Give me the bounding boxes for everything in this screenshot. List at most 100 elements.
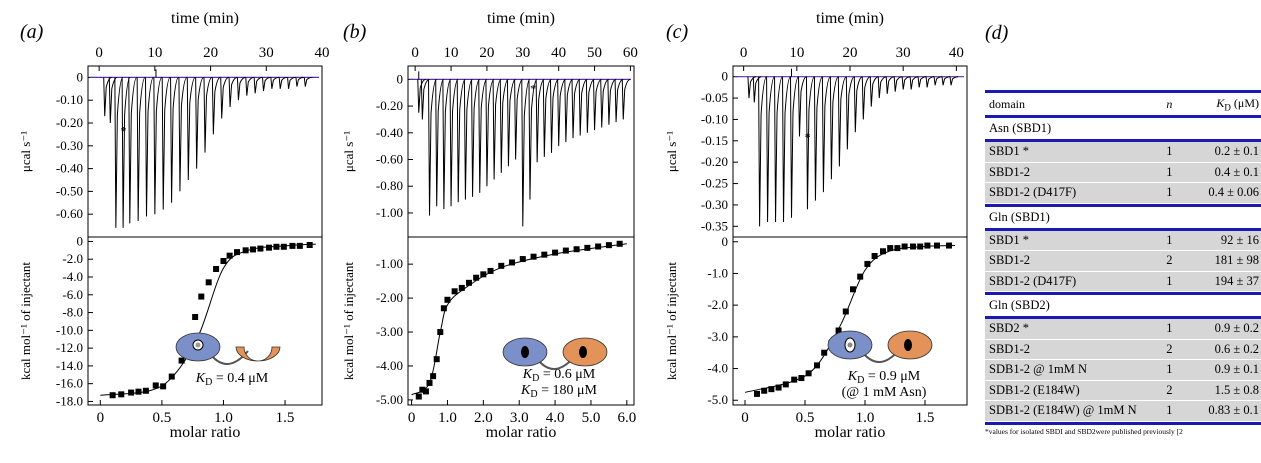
thermogram-peak [103, 76, 112, 117]
thermogram-peak [578, 78, 588, 136]
asterisk-marker: * [121, 123, 127, 137]
panel-label: (c) [666, 21, 689, 43]
table-header-row: domain n KD (μM) [985, 93, 1261, 115]
data-point [480, 271, 487, 278]
cell-n: 1 [1166, 144, 1173, 159]
thermogram-peak [869, 76, 879, 107]
thermogram-peak [128, 76, 138, 224]
asterisk-marker: * [530, 82, 536, 96]
cell-kd: 0.6 ± 0.2 [1214, 341, 1260, 356]
thermogram-peak [449, 78, 459, 207]
asn-bound-binding-cartoon [827, 330, 933, 363]
data-point [266, 244, 273, 251]
bottom-y-tick-label: -14.0 [56, 358, 83, 373]
data-point [775, 384, 782, 391]
data-point [296, 242, 303, 249]
data-point [946, 242, 952, 249]
bottom-y-tick-label: -18.0 [56, 393, 83, 408]
cell-n: 1 [1166, 362, 1173, 377]
thermogram-peak [933, 76, 943, 86]
thermogram-peak [153, 76, 163, 215]
table-row: SDB1-2 @ 1mM N 1 0.9 ± 0.1 [985, 360, 1261, 381]
thermogram-peak [211, 76, 221, 135]
bottom-y-tick-label: -5.00 [376, 392, 403, 407]
table-row: SBD1-2 1 0.4 ± 0.1 [985, 162, 1261, 183]
thermogram-peak [270, 76, 279, 89]
top-y-tick-label: -0.30 [56, 138, 83, 153]
top-y-tick-label: -0.05 [701, 90, 728, 105]
fit-curve [100, 243, 316, 396]
top-tick-label: 10 [147, 45, 162, 61]
data-point [541, 251, 548, 258]
top-y-tick-label: -0.10 [701, 111, 728, 126]
cell-domain: SBD1-2 [989, 164, 1030, 179]
thermogram-peak [593, 78, 602, 131]
x-tick-label: 0 [741, 410, 749, 426]
thermogram-peak [813, 76, 823, 201]
kd-summary-table: domain n KD (μM) Asn (SBD1) SBD1 * 1 0.2 ± … [985, 90, 1261, 436]
bottom-y-tick-label: -2.00 [376, 290, 403, 305]
data-point [192, 314, 199, 320]
cell-n: 2 [1166, 253, 1173, 268]
cell-kd: 0.4 ± 0.06 [1208, 185, 1260, 200]
thermogram-peak [790, 76, 799, 218]
table-section-title: Gln (SBD1) [985, 207, 1261, 228]
top-y-tick-label: -0.40 [376, 125, 403, 140]
data-point [880, 248, 886, 255]
thermogram-peak [145, 76, 154, 217]
thermogram-peak [492, 78, 502, 180]
top-tick-label: 60 [623, 45, 638, 61]
thermogram-peak [949, 76, 959, 86]
thermogram-peak [621, 78, 631, 120]
section-rule [985, 203, 1261, 207]
thermogram-peak [442, 78, 452, 209]
thermogram-peak [941, 76, 951, 86]
data-point [168, 373, 175, 380]
data-point [894, 245, 901, 252]
data-point [934, 242, 940, 249]
thermogram-peak [262, 76, 271, 92]
x-tick-label: 1.0 [214, 410, 233, 426]
cell-domain: SDB1-2 (E184W) [989, 382, 1080, 397]
bottom-y-axis-label: kcal mol⁻¹ of injectant [664, 262, 679, 380]
kd-annotation: KD = 180 μM [520, 383, 597, 400]
bottom-y-tick-label: -1.0 [707, 265, 728, 280]
x-tick-label: 3.0 [510, 410, 529, 426]
top-y-axis-label: μcal s⁻¹ [664, 131, 679, 172]
data-point [205, 279, 212, 286]
thermogram-peak [428, 78, 437, 216]
thermogram-peak [752, 76, 762, 103]
thermogram-peak [829, 76, 839, 180]
thermogram-peak [499, 78, 509, 173]
data-point [178, 357, 185, 364]
data-point [109, 392, 116, 399]
top-tick-label: 20 [843, 45, 858, 61]
data-point [473, 274, 480, 281]
bottom-y-tick-label: -3.00 [376, 324, 403, 339]
thermogram-peak [303, 76, 313, 87]
section-rule [985, 227, 1261, 231]
top-y-axis-label: μcal s⁻¹ [341, 131, 356, 172]
table-row: SDB1-2 (E184W) @ 1mM N 1 0.83 ± 0.1 [985, 401, 1261, 422]
data-point [451, 288, 458, 295]
top-y-tick-label: -0.60 [376, 152, 403, 167]
x-tick-label: 0.5 [796, 410, 815, 426]
bottom-y-tick-label: -5.0 [707, 392, 728, 407]
data-point [458, 284, 465, 291]
data-point [616, 240, 623, 247]
thermogram-peak [614, 78, 624, 123]
thermogram-peak [521, 78, 531, 227]
x-axis-label: molar ratio [486, 424, 557, 441]
kd-annotation: KD = 0.9 μM [847, 369, 921, 386]
cell-n: 1 [1166, 403, 1173, 418]
data-point [798, 375, 805, 382]
data-point [152, 382, 159, 389]
section-rule [985, 316, 1261, 319]
kd-annotation: (@ 1 mM Asn) [842, 385, 927, 400]
data-point [220, 258, 227, 264]
cell-domain: SDB1-2 @ 1mM N [989, 362, 1087, 377]
data-point [917, 243, 924, 250]
thermogram-peak [805, 76, 815, 210]
top-tick-label: 30 [896, 45, 911, 61]
top-y-tick-label: -0.80 [376, 178, 403, 193]
